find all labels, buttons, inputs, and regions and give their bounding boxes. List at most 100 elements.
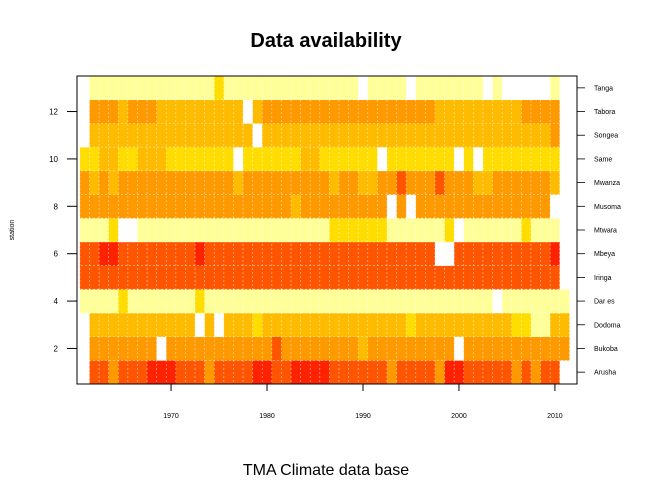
heatmap-cell: [559, 265, 570, 290]
heatmap-cell: [137, 289, 148, 314]
heatmap-cell: [204, 123, 215, 148]
heatmap-cell: [175, 360, 186, 385]
heatmap-cell: [195, 123, 205, 148]
heatmap-cell: [233, 360, 244, 385]
heatmap-cell: [386, 147, 397, 172]
heatmap-cell: [233, 218, 244, 243]
heatmap-cell: [444, 194, 455, 219]
heatmap-cell: [137, 76, 148, 100]
heatmap-cell: [223, 312, 234, 337]
heatmap-cell: [502, 289, 513, 314]
heatmap-cell: [358, 218, 369, 243]
heatmap-cell: [156, 289, 167, 314]
heatmap-cell: [99, 194, 109, 219]
heatmap-cell: [329, 218, 340, 243]
heatmap-cell: [99, 289, 109, 314]
heatmap-cell: [377, 360, 388, 385]
heatmap-cell: [204, 76, 215, 100]
heatmap-cell: [502, 76, 513, 100]
station-label: Musoma: [594, 204, 621, 211]
heatmap-cell: [406, 218, 417, 243]
heatmap-cell: [252, 76, 263, 100]
heatmap-cell: [396, 99, 407, 124]
heatmap-cell: [338, 147, 349, 172]
heatmap-cell: [396, 147, 407, 172]
heatmap-cell: [338, 170, 349, 195]
heatmap-cell: [166, 99, 177, 124]
heatmap-cell: [348, 194, 359, 219]
heatmap-cell: [137, 218, 148, 243]
heatmap-cell: [444, 218, 455, 243]
heatmap-cell: [127, 99, 138, 124]
heatmap-cell: [319, 265, 330, 290]
heatmap-cell: [377, 336, 388, 361]
heatmap-cell: [540, 170, 551, 195]
heatmap-cell: [482, 265, 493, 290]
heatmap-cell: [406, 99, 417, 124]
heatmap-cell: [262, 170, 273, 195]
heatmap-cell: [473, 360, 484, 385]
heatmap-cell: [108, 265, 119, 290]
heatmap-cell: [204, 241, 215, 266]
heatmap-cell: [559, 170, 570, 195]
heatmap-cell: [223, 336, 234, 361]
heatmap-cell: [262, 76, 273, 100]
heatmap-cell: [233, 123, 244, 148]
heatmap-cell: [310, 170, 321, 195]
heatmap-cell: [281, 76, 292, 100]
heatmap-cell: [540, 147, 551, 172]
heatmap-cell: [454, 194, 465, 219]
heatmap-cell: [367, 76, 378, 100]
heatmap-cell: [127, 147, 138, 172]
heatmap-cell: [89, 99, 100, 124]
heatmap-cell: [473, 99, 484, 124]
station-label: Tanga: [594, 85, 613, 92]
heatmap-cell: [550, 218, 561, 243]
heatmap-cell: [281, 360, 292, 385]
heatmap-cell: [147, 147, 157, 172]
heatmap-cell: [195, 336, 205, 361]
heatmap-cell: [291, 218, 301, 243]
heatmap-cell: [291, 147, 301, 172]
heatmap-cell: [396, 312, 407, 337]
heatmap-cell: [300, 312, 311, 337]
heatmap-cell: [185, 360, 196, 385]
heatmap-cell: [271, 170, 282, 195]
heatmap-cell: [406, 76, 417, 100]
heatmap-cell: [252, 312, 263, 337]
heatmap-cell: [223, 194, 234, 219]
station-label: Iringa: [594, 275, 612, 282]
heatmap-cell: [502, 170, 513, 195]
heatmap-cell: [118, 241, 129, 266]
x-tick-label: 1970: [163, 413, 179, 420]
heatmap-cell: [530, 312, 541, 337]
heatmap-cell: [521, 265, 532, 290]
x-tick-label: 2000: [451, 413, 467, 420]
heatmap-cell: [482, 312, 493, 337]
heatmap-cell: [463, 360, 474, 385]
heatmap-cell: [243, 336, 253, 361]
heatmap-cell: [243, 265, 253, 290]
heatmap-cell: [329, 289, 340, 314]
heatmap-cell: [185, 170, 196, 195]
heatmap-cell: [540, 123, 551, 148]
heatmap-cell: [79, 123, 90, 148]
heatmap-cell: [492, 265, 503, 290]
heatmap-cell: [425, 218, 436, 243]
heatmap-cell: [329, 147, 340, 172]
heatmap-cell: [367, 241, 378, 266]
heatmap-cell: [175, 289, 186, 314]
heatmap-cell: [300, 218, 311, 243]
heatmap-cell: [204, 99, 215, 124]
heatmap-cell: [195, 76, 205, 100]
heatmap-cell: [521, 218, 532, 243]
heatmap-cell: [358, 76, 369, 100]
heatmap-cell: [540, 289, 551, 314]
heatmap-cell: [550, 312, 561, 337]
heatmap-cell: [147, 76, 157, 100]
heatmap-cell: [415, 360, 426, 385]
heatmap-cell: [386, 265, 397, 290]
heatmap-cell: [310, 360, 321, 385]
heatmap-cell: [530, 289, 541, 314]
heatmap-cell: [329, 123, 340, 148]
